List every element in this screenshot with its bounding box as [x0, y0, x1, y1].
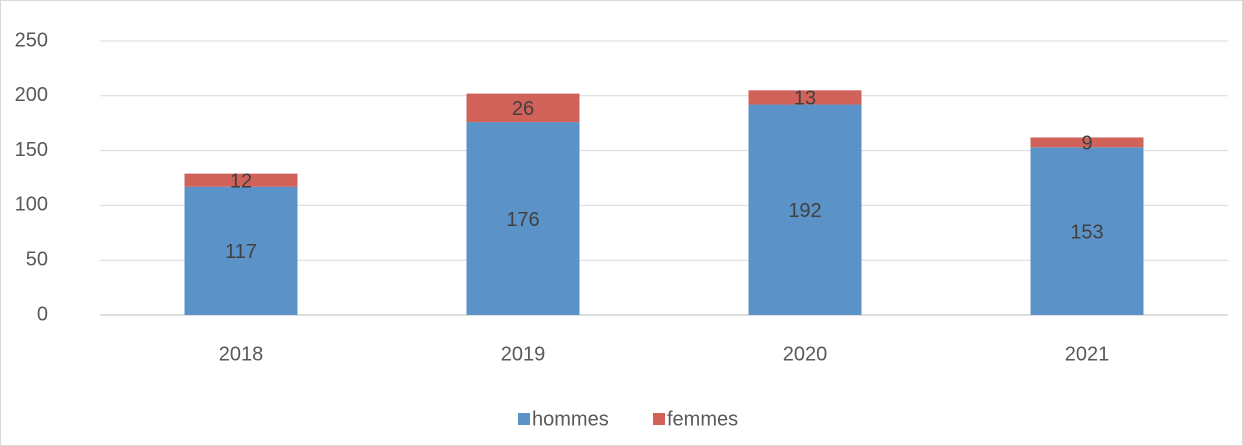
y-tick-label: 150 [15, 139, 48, 161]
data-label: 13 [794, 88, 816, 110]
data-label: 117 [225, 241, 257, 263]
data-label: 176 [506, 209, 539, 231]
legend-label: femmes [667, 408, 738, 430]
bar-segment [466, 93, 580, 123]
data-label: 9 [1081, 133, 1092, 155]
y-tick-label: 200 [15, 84, 48, 106]
y-tick-label: 100 [15, 194, 48, 216]
data-label: 153 [1070, 221, 1103, 243]
legend-swatch [518, 413, 530, 425]
legend-swatch [653, 413, 665, 425]
x-tick-label: 2020 [783, 343, 828, 365]
bar-segment [466, 122, 580, 315]
bar-segment [748, 104, 862, 316]
data-label: 12 [230, 170, 252, 192]
bar-segment [184, 173, 298, 187]
bar-segment [184, 186, 298, 315]
x-tick-label: 2019 [501, 343, 546, 365]
x-tick-label: 2021 [1065, 343, 1110, 365]
data-label: 192 [788, 200, 821, 222]
y-tick-label: 50 [26, 248, 48, 270]
x-tick-label: 2018 [219, 343, 264, 365]
y-tick-label: 250 [15, 29, 48, 51]
bar-segment [1030, 137, 1144, 148]
data-label: 26 [512, 98, 534, 120]
legend-label: hommes [532, 408, 609, 430]
bar-segment [1030, 147, 1144, 315]
bar-segment [748, 90, 862, 105]
y-tick-label: 0 [37, 303, 48, 325]
